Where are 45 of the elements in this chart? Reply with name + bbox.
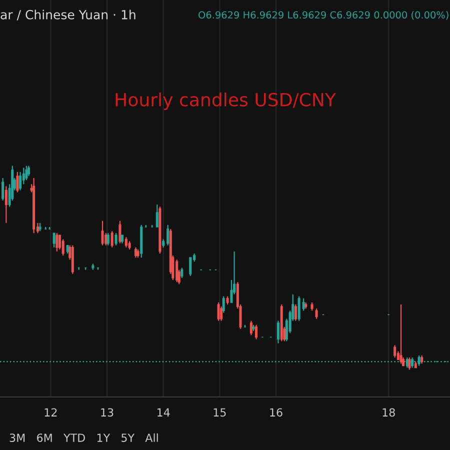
candlestick bbox=[176, 259, 178, 283]
chart-subtitle: Hourly candles USD/CNY bbox=[116, 92, 336, 110]
text: O6.9629 H6.9629 L6.9629 C6.9629 0.0000 (0.00%) bbox=[198, 11, 448, 20]
candlestick bbox=[134, 246, 137, 258]
candlestick bbox=[16, 171, 19, 193]
candlestick bbox=[4, 186, 8, 224]
candlestick bbox=[220, 306, 223, 322]
candlestick bbox=[408, 356, 411, 370]
candlestick bbox=[124, 236, 128, 248]
candlestick bbox=[25, 165, 28, 181]
candlestick bbox=[294, 304, 297, 322]
candlestick bbox=[217, 302, 220, 322]
candlestick bbox=[52, 232, 56, 248]
candlestick bbox=[302, 298, 305, 312]
x-tick-label: 14 bbox=[157, 408, 170, 416]
x-tick-label: 13 bbox=[101, 408, 114, 417]
candlestick bbox=[166, 224, 170, 246]
candlestick bbox=[315, 308, 318, 320]
candlestick bbox=[180, 267, 184, 279]
candlestick bbox=[394, 344, 396, 358]
candlestick bbox=[110, 230, 114, 248]
candlestick bbox=[104, 232, 108, 246]
candlestick bbox=[106, 232, 110, 246]
candlestick bbox=[400, 304, 402, 364]
x-tick-label: 18 bbox=[382, 408, 395, 417]
candlestick bbox=[156, 204, 158, 228]
x-tick-label: 12 bbox=[44, 408, 57, 416]
candlestick bbox=[222, 296, 225, 314]
text: 3M 6M YTD 1Y 5Y All bbox=[10, 433, 158, 442]
candlestick bbox=[27, 165, 30, 177]
candlestick bbox=[276, 320, 280, 344]
x-tick-label: 15 bbox=[214, 408, 226, 417]
candlestick bbox=[254, 324, 258, 340]
candlestick bbox=[101, 220, 104, 246]
candlestick bbox=[56, 232, 58, 252]
candlestick bbox=[2, 178, 4, 202]
chart-title: ar / Chinese Yuan · 1h bbox=[0, 10, 136, 20]
candlestick bbox=[114, 232, 118, 246]
candlestick bbox=[19, 171, 22, 191]
candlestick bbox=[298, 296, 300, 322]
x-tick-label: 16 bbox=[270, 408, 282, 417]
candlestick bbox=[189, 257, 192, 277]
candlestick bbox=[62, 238, 64, 256]
candlestick bbox=[250, 320, 252, 336]
candlestick bbox=[118, 220, 122, 244]
